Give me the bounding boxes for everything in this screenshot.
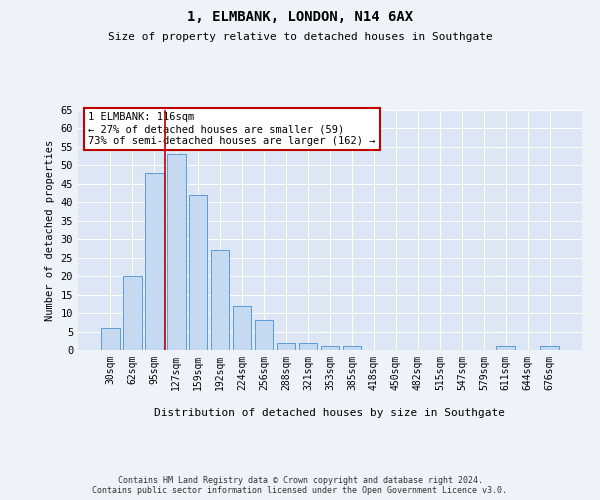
Bar xyxy=(320,346,340,350)
Bar xyxy=(189,195,208,350)
Text: Contains HM Land Registry data © Crown copyright and database right 2024.
Contai: Contains HM Land Registry data © Crown c… xyxy=(92,476,508,495)
Bar xyxy=(299,342,317,350)
Bar xyxy=(277,342,295,350)
Text: 1 ELMBANK: 116sqm
← 27% of detached houses are smaller (59)
73% of semi-detached: 1 ELMBANK: 116sqm ← 27% of detached hous… xyxy=(88,112,376,146)
Bar xyxy=(167,154,185,350)
Bar xyxy=(145,173,164,350)
Bar xyxy=(123,276,142,350)
Bar xyxy=(541,346,559,350)
Text: 1, ELMBANK, LONDON, N14 6AX: 1, ELMBANK, LONDON, N14 6AX xyxy=(187,10,413,24)
Bar xyxy=(343,346,361,350)
Bar xyxy=(255,320,274,350)
Bar xyxy=(496,346,515,350)
Text: Distribution of detached houses by size in Southgate: Distribution of detached houses by size … xyxy=(155,408,505,418)
Y-axis label: Number of detached properties: Number of detached properties xyxy=(45,140,55,320)
Bar xyxy=(101,328,119,350)
Bar xyxy=(211,250,229,350)
Text: Size of property relative to detached houses in Southgate: Size of property relative to detached ho… xyxy=(107,32,493,42)
Bar xyxy=(233,306,251,350)
